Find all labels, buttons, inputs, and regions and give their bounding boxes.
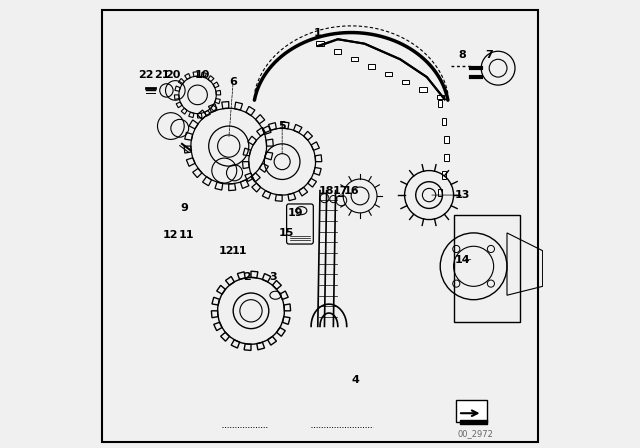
Polygon shape — [419, 87, 427, 92]
Text: 19: 19 — [288, 208, 303, 218]
Text: 3: 3 — [269, 272, 277, 282]
Text: 17: 17 — [332, 185, 348, 196]
Text: 5: 5 — [278, 121, 286, 131]
Text: 00_2972: 00_2972 — [458, 429, 494, 438]
Text: 8: 8 — [459, 50, 467, 60]
Text: 21: 21 — [154, 70, 170, 80]
Text: 9: 9 — [180, 203, 188, 213]
Text: 13: 13 — [455, 190, 470, 200]
Text: 12: 12 — [163, 230, 179, 240]
Polygon shape — [436, 95, 444, 99]
Polygon shape — [403, 80, 410, 84]
Text: 7: 7 — [485, 50, 493, 60]
Text: 15: 15 — [279, 228, 294, 238]
Text: 22: 22 — [139, 70, 154, 80]
Polygon shape — [442, 172, 446, 179]
Polygon shape — [442, 118, 446, 125]
Text: 11: 11 — [179, 230, 194, 240]
Text: 12: 12 — [219, 246, 234, 256]
Text: 2: 2 — [243, 272, 250, 282]
Text: 11: 11 — [232, 246, 248, 256]
Text: 4: 4 — [352, 375, 360, 385]
Polygon shape — [385, 72, 392, 77]
Polygon shape — [444, 136, 449, 143]
FancyBboxPatch shape — [456, 400, 487, 422]
Polygon shape — [316, 42, 324, 46]
Text: 18: 18 — [319, 185, 335, 196]
Polygon shape — [368, 65, 375, 69]
Polygon shape — [438, 100, 442, 108]
Polygon shape — [444, 154, 449, 161]
Text: 14: 14 — [454, 254, 470, 265]
Polygon shape — [351, 57, 358, 61]
Text: 6: 6 — [229, 77, 237, 86]
Text: 20: 20 — [165, 70, 180, 80]
Text: 10: 10 — [195, 70, 210, 80]
Polygon shape — [333, 49, 340, 54]
Text: 16: 16 — [343, 185, 359, 196]
Polygon shape — [438, 189, 442, 196]
Text: 1: 1 — [314, 28, 322, 38]
